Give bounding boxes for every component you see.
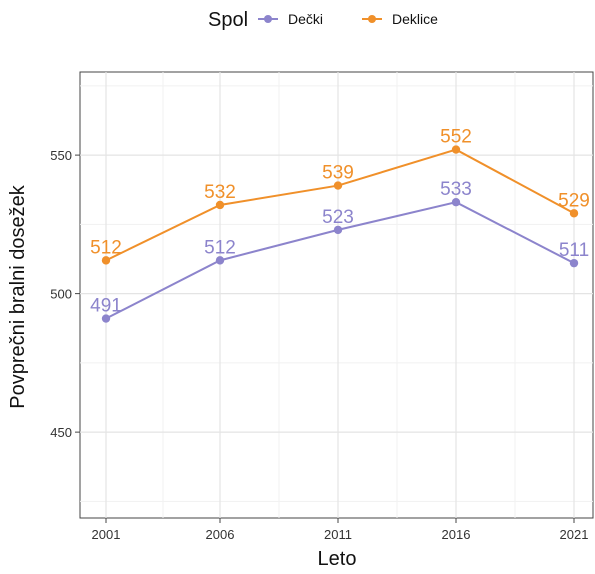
data-label: 491	[90, 296, 122, 317]
x-tick-label: 2021	[560, 527, 589, 542]
x-axis-title: Leto	[318, 548, 357, 570]
data-label: 552	[440, 127, 472, 148]
plot-panel	[79, 71, 594, 519]
legend-title: Spol	[208, 9, 248, 31]
legend: Spol Dečki Deklice	[208, 9, 438, 31]
data-labels: 491 512 523 533 511 512 532 539 552 529	[90, 127, 590, 317]
data-label: 523	[322, 207, 354, 228]
legend-key-point	[368, 15, 376, 23]
data-point	[333, 225, 343, 235]
data-label: 511	[559, 240, 589, 261]
data-label: 512	[90, 237, 122, 258]
y-tick-label: 450	[50, 425, 72, 440]
data-point	[101, 256, 111, 265]
x-tick-label: 2006	[206, 527, 235, 542]
data-label: 529	[558, 190, 590, 211]
y-axis-title: Povprečni bralni dosežek	[7, 184, 29, 408]
x-tick-label: 2016	[442, 527, 471, 542]
series-layer	[101, 145, 579, 323]
data-label: 532	[204, 182, 236, 203]
data-label: 539	[322, 163, 354, 184]
gridlines	[80, 72, 593, 518]
data-point	[215, 256, 225, 265]
data-label: 533	[440, 179, 472, 200]
data-point	[101, 314, 111, 323]
y-tick-label: 500	[50, 287, 72, 302]
legend-label: Deklice	[392, 11, 438, 27]
axis-ticks: 450 500 550 2001 2006 2011 2016 2021	[50, 148, 588, 542]
legend-key-point	[264, 15, 272, 23]
data-point	[569, 209, 579, 218]
data-point	[569, 258, 579, 268]
legend-label: Dečki	[288, 11, 323, 27]
data-label: 512	[204, 237, 236, 258]
y-tick-label: 550	[50, 148, 72, 163]
data-point	[215, 200, 225, 210]
data-point	[451, 145, 461, 154]
x-tick-label: 2011	[324, 527, 352, 542]
data-point	[333, 181, 343, 190]
data-point	[451, 197, 461, 207]
x-tick-label: 2001	[92, 527, 121, 542]
